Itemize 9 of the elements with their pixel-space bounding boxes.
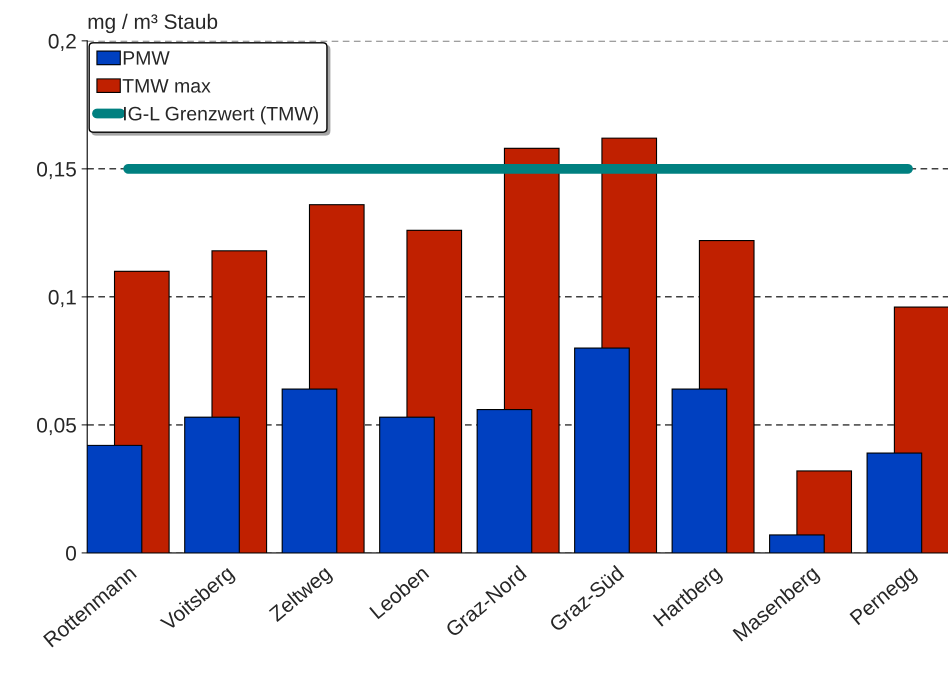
- y-axis-title: mg / m³ Staub: [88, 14, 218, 34]
- y-tick-label: 0: [66, 546, 76, 561]
- legend-label: PMW: [124, 51, 170, 65]
- legend-label: IG-L Grenzwert (TMW): [124, 106, 318, 124]
- y-tick-label: 0,05: [37, 418, 76, 436]
- y-tick-label: 0,2: [48, 34, 76, 52]
- y-tick-label: 0,1: [48, 290, 76, 308]
- y-tick-label: 0,15: [37, 162, 76, 180]
- legend-label: TMW max: [122, 79, 211, 93]
